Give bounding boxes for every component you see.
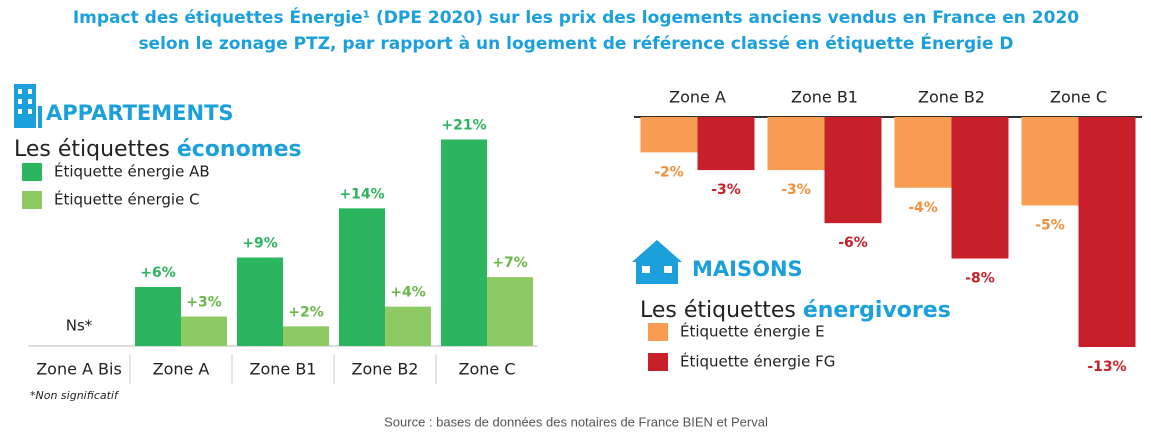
category-label: Zone B1 bbox=[791, 88, 858, 107]
bar bbox=[181, 316, 227, 346]
building-icon bbox=[14, 84, 42, 128]
subtitle-text: Les étiquettes bbox=[14, 137, 170, 162]
source: Source : bases de données des notaires d… bbox=[384, 414, 768, 429]
footnote: *Non significatif bbox=[30, 389, 120, 402]
category-label: Zone B2 bbox=[918, 88, 985, 107]
chart-heading: MAISONS bbox=[692, 257, 803, 281]
category-label: Zone A bbox=[153, 360, 210, 379]
subtitle-text: Les étiquettes bbox=[640, 298, 796, 323]
bar bbox=[697, 117, 755, 171]
value-label: -3% bbox=[781, 182, 811, 198]
bar bbox=[487, 277, 533, 346]
value-label: -13% bbox=[1087, 359, 1126, 375]
value-label: +3% bbox=[186, 295, 222, 311]
value-label: +9% bbox=[242, 236, 278, 252]
bar bbox=[1021, 117, 1079, 206]
value-label: +2% bbox=[288, 304, 324, 320]
bar bbox=[894, 117, 952, 188]
value-label: +14% bbox=[339, 186, 384, 202]
value-label: -3% bbox=[711, 182, 741, 198]
chart-subtitle: Les étiquettes énergivores bbox=[640, 298, 951, 323]
bar bbox=[135, 287, 181, 346]
house-icon bbox=[632, 240, 682, 284]
legend-swatch bbox=[22, 163, 42, 181]
chart-subtitle: Les étiquettes économes bbox=[14, 137, 302, 162]
subtitle-highlight: économes bbox=[177, 137, 302, 162]
category-label: Zone C bbox=[459, 360, 516, 379]
value-label: -6% bbox=[838, 235, 868, 251]
bar bbox=[767, 117, 825, 171]
value-label: -2% bbox=[654, 164, 684, 180]
bar bbox=[385, 306, 431, 346]
bar bbox=[441, 139, 487, 346]
category-label: Zone C bbox=[1050, 88, 1107, 107]
value-label: +7% bbox=[492, 255, 528, 271]
bar bbox=[339, 208, 385, 346]
value-label: +6% bbox=[140, 265, 176, 281]
category-label: Zone A Bis bbox=[36, 360, 122, 379]
category-label: Zone B1 bbox=[250, 360, 317, 379]
title-line: selon le zonage PTZ, par rapport à un lo… bbox=[138, 32, 1013, 54]
legend-swatch bbox=[648, 353, 668, 371]
legend-label: Étiquette énergie C bbox=[54, 190, 200, 209]
bar bbox=[824, 117, 882, 224]
category-label: Zone B2 bbox=[352, 360, 419, 379]
bar bbox=[1078, 117, 1136, 347]
legend-label: Étiquette énergie AB bbox=[54, 162, 210, 181]
value-label: +21% bbox=[441, 118, 486, 134]
bar bbox=[640, 117, 698, 153]
annotation: Ns* bbox=[66, 317, 93, 335]
value-label: -4% bbox=[908, 200, 938, 216]
bar bbox=[283, 326, 329, 346]
title-line: Impact des étiquettes Énergie¹ (DPE 2020… bbox=[73, 6, 1079, 28]
legend-swatch bbox=[22, 191, 42, 209]
bar bbox=[951, 117, 1009, 259]
value-label: -8% bbox=[965, 271, 995, 287]
chart-heading: APPARTEMENTS bbox=[46, 101, 234, 125]
legend-label: Étiquette énergie E bbox=[680, 322, 825, 341]
bar bbox=[237, 257, 283, 346]
legend-label: Étiquette énergie FG bbox=[680, 352, 835, 371]
category-label: Zone A bbox=[669, 88, 726, 107]
value-label: +4% bbox=[390, 285, 426, 301]
legend-swatch bbox=[648, 323, 668, 341]
value-label: -5% bbox=[1035, 217, 1065, 233]
subtitle-highlight: énergivores bbox=[803, 298, 951, 323]
